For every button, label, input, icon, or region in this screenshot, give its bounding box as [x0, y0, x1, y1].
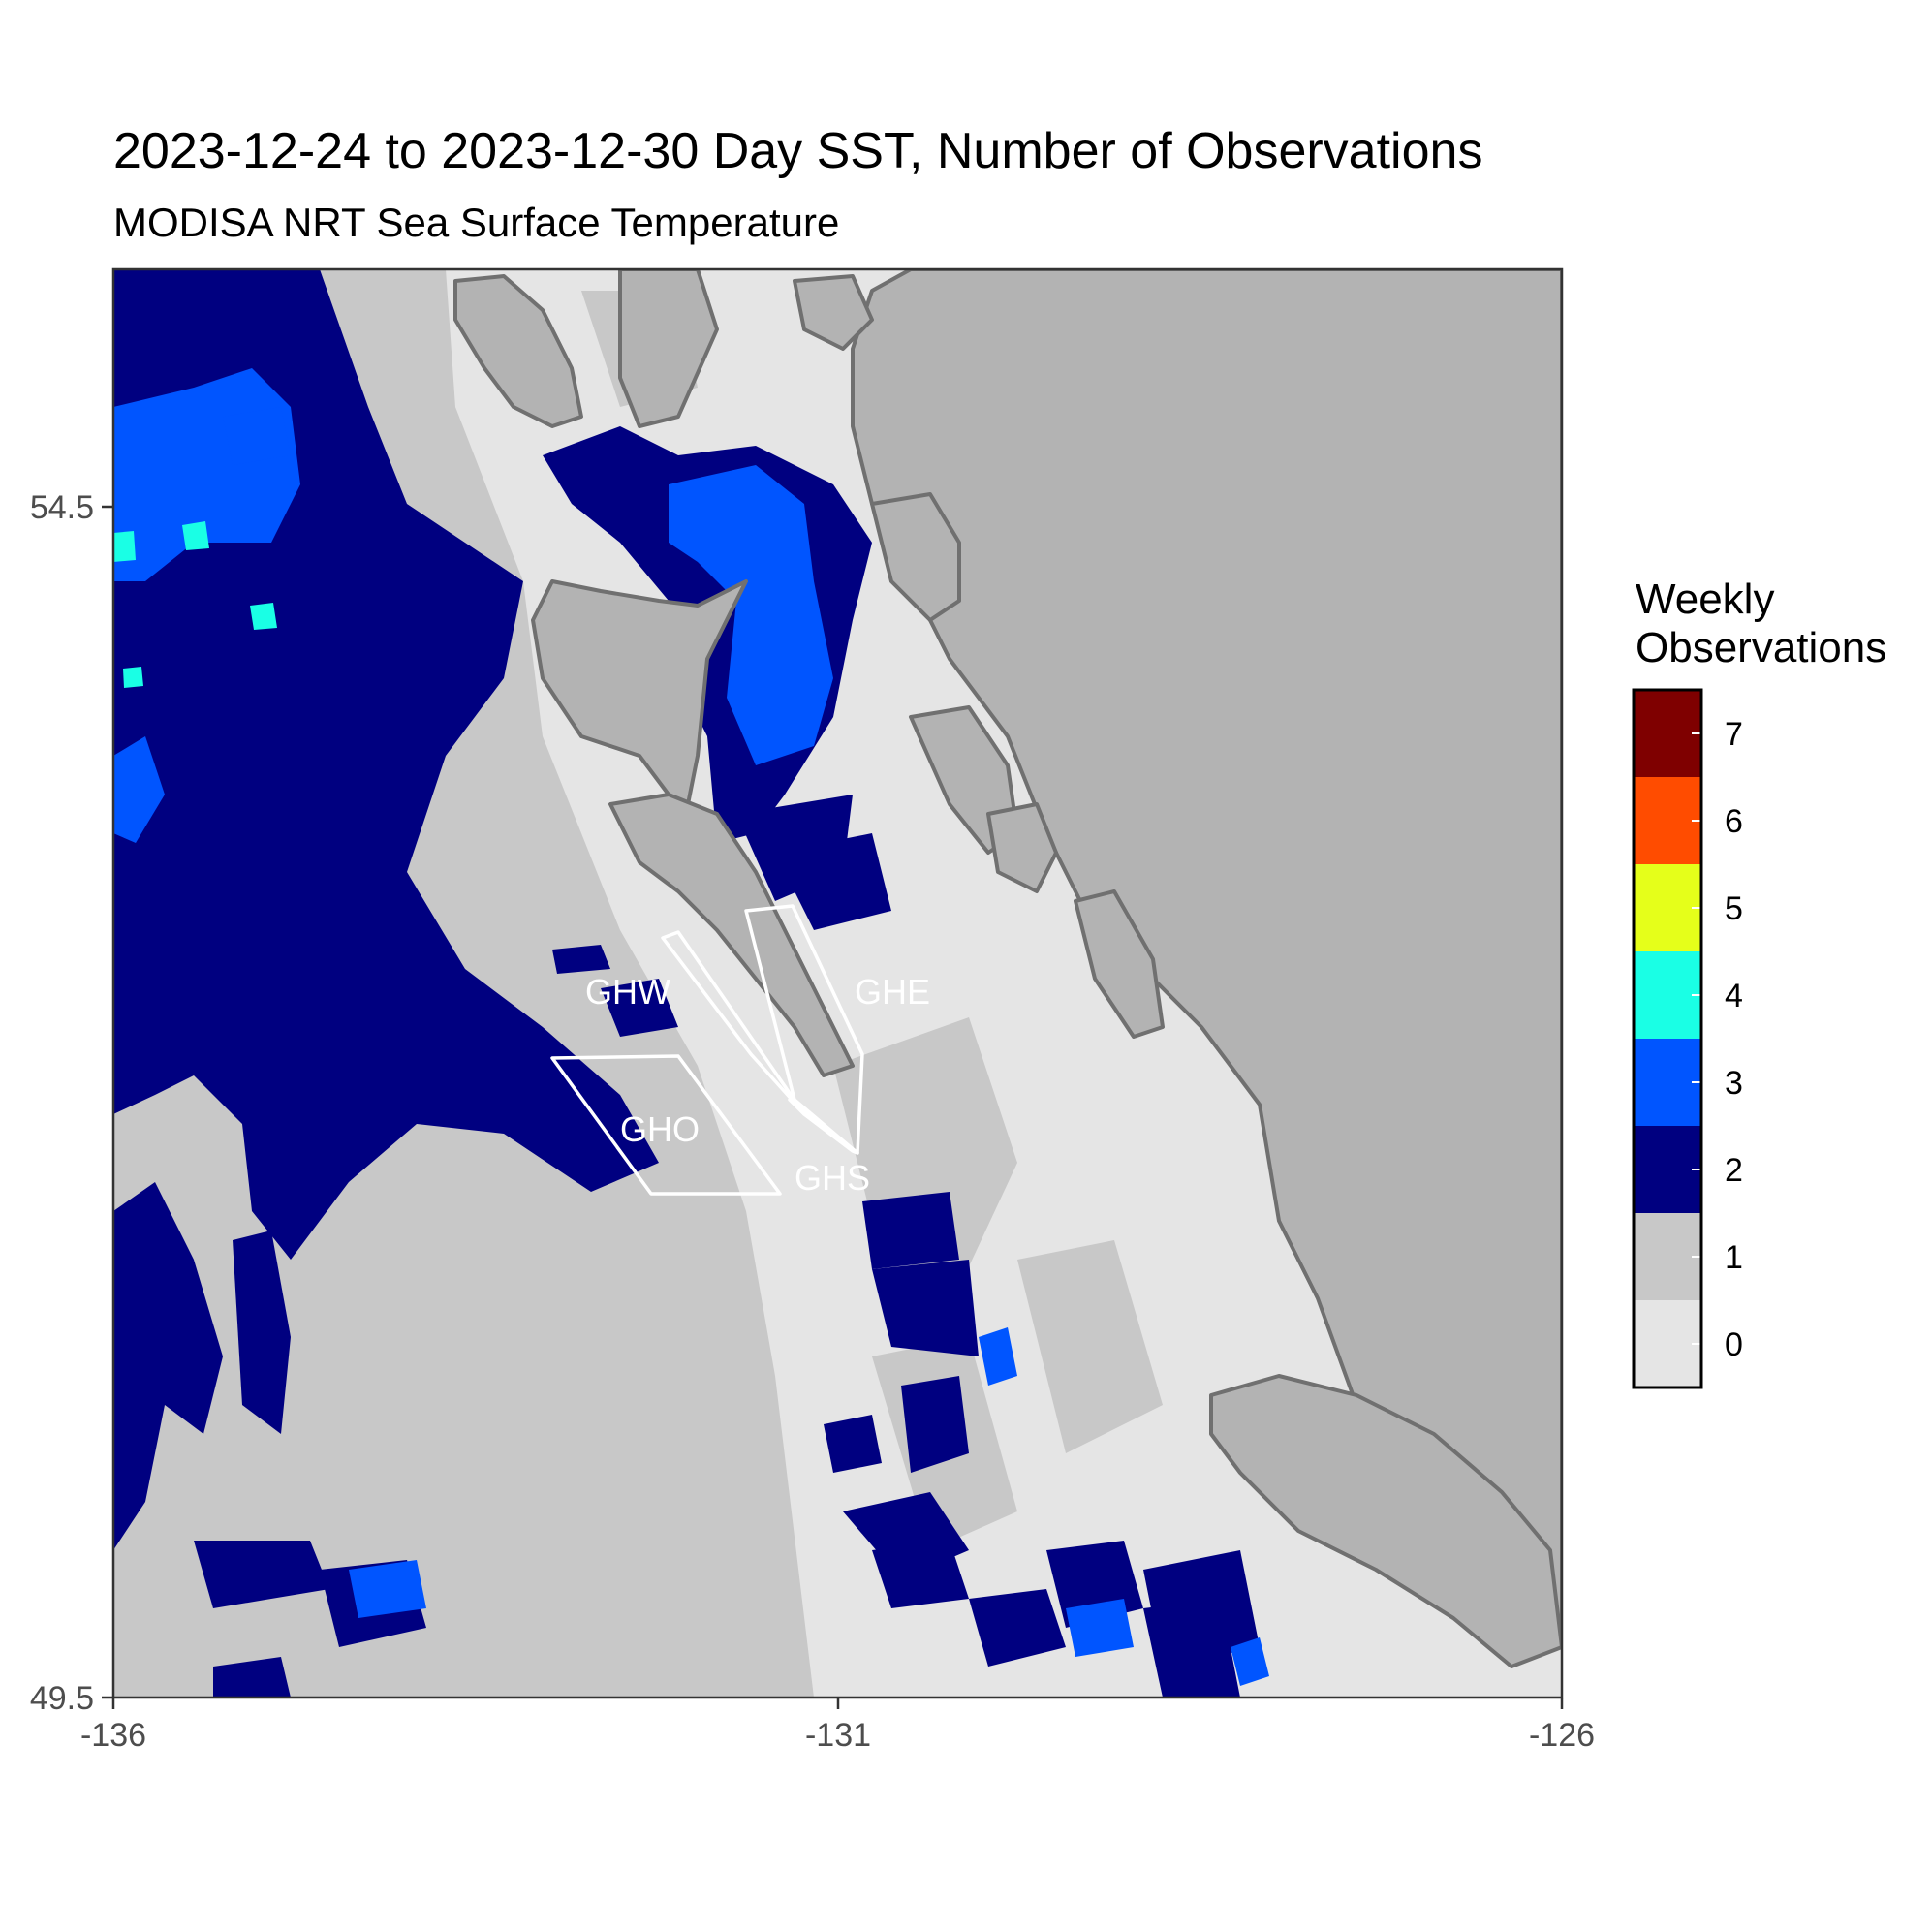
legend: 7 6 5 4 3 2 1 0 [1632, 688, 1743, 1389]
aristazabal-island [1074, 889, 1165, 1039]
legend-swatch-2 [1634, 1126, 1701, 1213]
haida-gwaii-south [608, 793, 855, 1077]
legend-swatch-5 [1634, 864, 1701, 951]
zone-ghs-outline [788, 1098, 859, 1155]
x-axis [111, 1698, 1564, 1709]
map-subtitle: MODISA NRT Sea Surface Temperature [113, 200, 840, 245]
x-tick-label: -136 [80, 1717, 146, 1754]
legend-label-6: 6 [1725, 803, 1743, 840]
zone-ghe-outline [744, 904, 864, 1155]
obs-3-layer [113, 368, 1269, 1686]
zone-label-ghw: GHW [585, 972, 670, 1012]
legend-title-line: Observations [1636, 624, 1887, 671]
zone-label-gho: GHO [620, 1109, 700, 1149]
zone-labels: GHW GHE GHO GHS [585, 972, 930, 1198]
legend-label-1: 1 [1725, 1239, 1743, 1276]
legend-swatch-3 [1634, 1039, 1701, 1126]
legend-title-line: Weekly [1636, 576, 1775, 623]
legend-swatch-0 [1634, 1300, 1701, 1387]
legend-swatch-4 [1634, 951, 1701, 1039]
vancouver-island [1209, 1374, 1562, 1668]
legend-title: Weekly Observations [1636, 576, 1886, 672]
legend-colorbar-border [1632, 688, 1703, 1389]
zone-gho-outline [550, 1054, 782, 1196]
zone-label-ghs: GHS [795, 1158, 870, 1198]
land-layer [453, 269, 1562, 1668]
haida-gwaii-north [531, 579, 748, 806]
y-tick-label: 54.5 [30, 489, 94, 526]
y-axis [102, 505, 113, 1699]
legend-label-5: 5 [1725, 890, 1743, 927]
legend-swatch-7 [1634, 690, 1701, 777]
y-tick-labels: 54.5 49.5 [30, 489, 94, 1717]
legend-swatch-1 [1634, 1213, 1701, 1300]
legend-label-0: 0 [1725, 1326, 1743, 1363]
prince-of-wales-island [618, 269, 719, 428]
x-tick-label: -126 [1529, 1717, 1595, 1754]
y-tick-label: 49.5 [30, 1680, 94, 1717]
legend-swatch-6 [1634, 777, 1701, 864]
zone-outlines [550, 904, 864, 1196]
coastal-island-chain [870, 492, 961, 622]
legend-label-4: 4 [1725, 978, 1743, 1014]
legend-label-7: 7 [1725, 716, 1743, 753]
x-tick-label: -131 [805, 1717, 871, 1754]
north-islands [453, 274, 583, 428]
banks-island [986, 802, 1058, 893]
obs-4-layer [113, 521, 277, 688]
x-tick-labels: -136 -131 -126 [80, 1717, 1595, 1754]
legend-label-3: 3 [1725, 1065, 1743, 1102]
dundas-island [793, 274, 874, 351]
map-title: 2023-12-24 to 2023-12-30 Day SST, Number… [113, 123, 1483, 179]
legend-label-2: 2 [1725, 1152, 1743, 1189]
zone-label-ghe: GHE [855, 972, 930, 1012]
